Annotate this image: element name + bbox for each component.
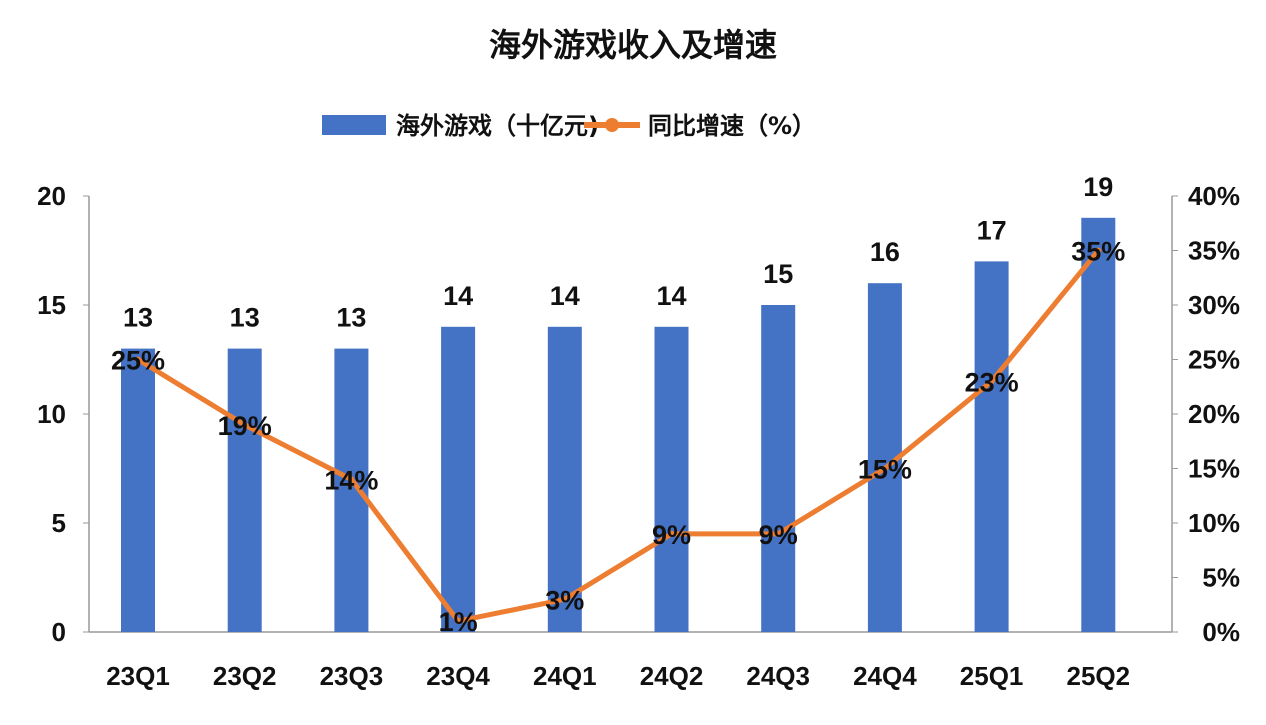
growth-value-label: 19%	[218, 411, 272, 441]
x-tick-label: 23Q1	[106, 661, 170, 691]
right-tick-label: 40%	[1188, 181, 1240, 211]
bar	[121, 348, 155, 632]
growth-point	[348, 476, 355, 483]
bar-value-label: 14	[443, 281, 473, 311]
x-tick-label: 24Q2	[640, 661, 704, 691]
chart-title: 海外游戏收入及增速	[489, 26, 777, 64]
growth-point	[1095, 247, 1102, 254]
x-tick-label: 23Q4	[426, 661, 490, 691]
right-tick-label: 25%	[1188, 345, 1240, 375]
left-tick-label: 5	[52, 508, 66, 538]
legend-line-marker	[605, 118, 619, 132]
right-tick-label: 15%	[1188, 454, 1240, 484]
bar	[761, 305, 796, 632]
bar-value-label: 19	[1083, 172, 1113, 202]
x-tick-label: 24Q4	[853, 661, 917, 691]
bar-value-label: 15	[763, 259, 793, 289]
growth-value-label: 1%	[439, 607, 478, 637]
right-tick-label: 30%	[1188, 290, 1240, 320]
left-tick-label: 15	[37, 290, 66, 320]
bar-value-label: 14	[550, 281, 580, 311]
x-tick-label: 24Q1	[533, 661, 597, 691]
bar	[227, 348, 262, 632]
bar-value-label: 13	[336, 303, 366, 333]
right-tick-label: 20%	[1188, 399, 1240, 429]
legend: 海外游戏（十亿元) 同比增速（%）	[322, 112, 816, 140]
left-tick-label: 10	[37, 399, 66, 429]
x-tick-label: 23Q2	[213, 661, 277, 691]
legend-bar-swatch	[322, 115, 386, 135]
growth-value-label: 35%	[1071, 237, 1125, 267]
growth-point	[561, 596, 568, 603]
growth-value-label: 14%	[324, 465, 378, 495]
growth-value-label: 23%	[965, 367, 1019, 397]
growth-value-label: 9%	[759, 520, 798, 550]
growth-point	[988, 378, 995, 385]
bar	[974, 261, 1009, 632]
bar-value-label: 16	[870, 237, 900, 267]
growth-point	[241, 421, 248, 428]
right-tick-label: 10%	[1188, 508, 1240, 538]
right-tick-label: 5%	[1202, 563, 1240, 593]
x-tick-label: 23Q3	[320, 661, 384, 691]
right-tick-label: 35%	[1188, 236, 1240, 266]
bar-value-label: 14	[656, 281, 686, 311]
legend-bar-label: 海外游戏（十亿元)	[396, 112, 599, 140]
right-tick-label: 0%	[1202, 617, 1240, 647]
left-tick-label: 0	[52, 617, 66, 647]
growth-point	[775, 530, 782, 537]
x-tick-label: 25Q1	[960, 661, 1024, 691]
bar	[654, 326, 689, 632]
x-tick-label: 24Q3	[746, 661, 810, 691]
growth-line	[136, 248, 1101, 624]
growth-value-label: 3%	[545, 585, 584, 615]
growth-value-label: 15%	[858, 455, 912, 485]
growth-point	[881, 465, 888, 472]
bar-value-label: 13	[230, 303, 260, 333]
growth-point	[135, 356, 141, 363]
growth-point	[668, 530, 675, 537]
growth-value-label: 9%	[652, 520, 691, 550]
bar	[1081, 217, 1116, 633]
x-tick-label: 25Q2	[1066, 661, 1130, 691]
legend-line-label: 同比增速（%）	[648, 112, 816, 140]
bar-value-label: 13	[123, 303, 153, 333]
left-tick-label: 20	[37, 181, 66, 211]
bar	[547, 326, 582, 632]
growth-value-label: 25%	[111, 346, 165, 376]
bar-value-label: 17	[977, 215, 1007, 245]
bar	[441, 326, 476, 632]
growth-point	[455, 618, 462, 625]
